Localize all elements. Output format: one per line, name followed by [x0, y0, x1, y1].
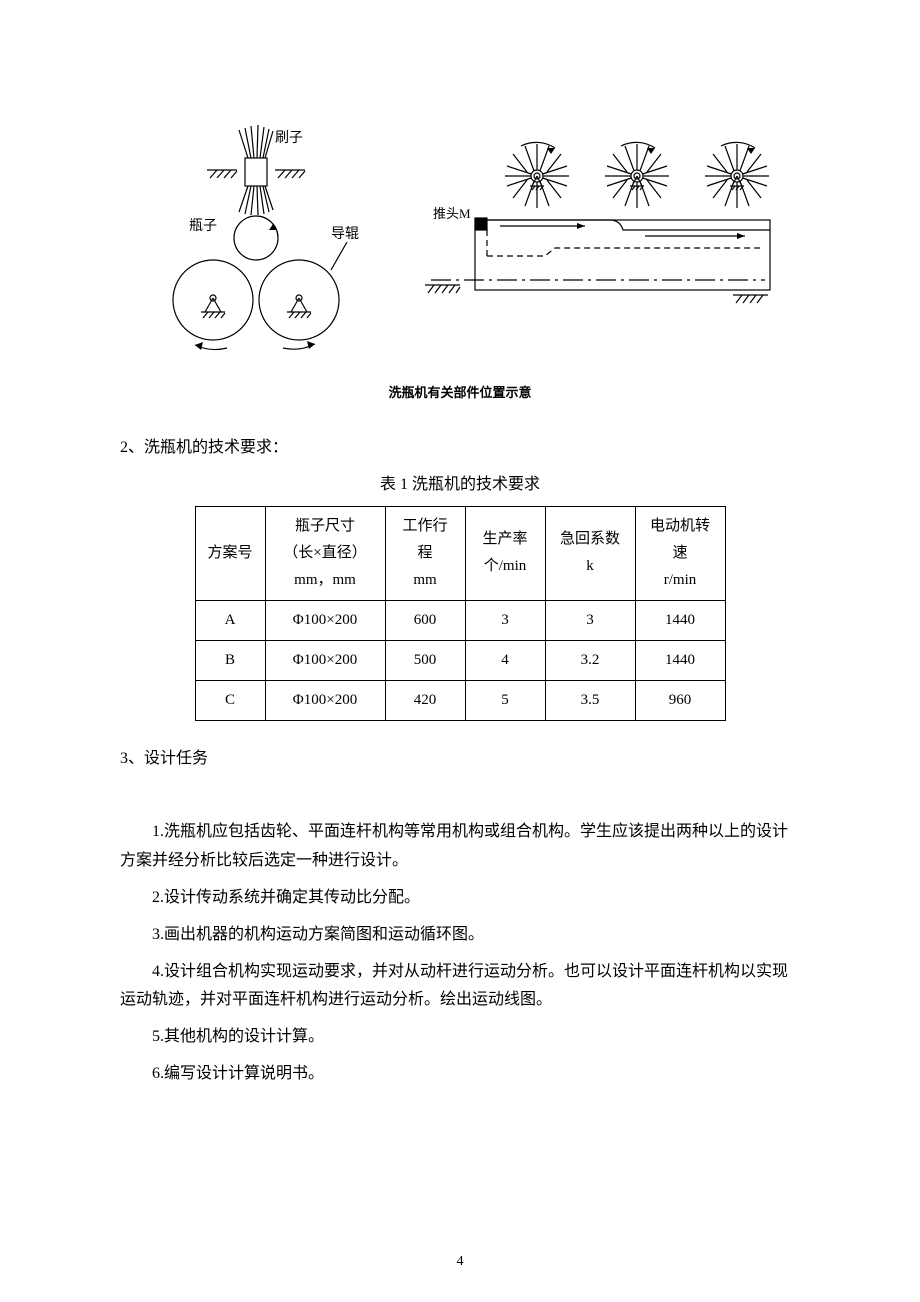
ground-left	[425, 285, 460, 293]
task-item: 3.画出机器的机构运动方案简图和运动循环图。	[120, 921, 800, 950]
cell-k: 3	[545, 600, 635, 640]
cell-size: Φ100×200	[265, 600, 385, 640]
table-row: AΦ100×200600331440	[195, 600, 725, 640]
th-motor: 电动机转 速 r/min	[635, 506, 725, 600]
task-item: 4.设计组合机构实现运动要求，并对从动杆进行运动分析。也可以设计平面连杆机构以实…	[120, 958, 800, 1016]
cell-stroke: 420	[385, 680, 465, 720]
pusher-block	[475, 218, 487, 230]
task-item: 2.设计传动系统并确定其传动比分配。	[120, 884, 800, 913]
table-caption: 表 1 洗瓶机的技术要求	[120, 471, 800, 500]
th-rate: 生产率 个/min	[465, 506, 545, 600]
task-item: 1.洗瓶机应包括齿轮、平面连杆机构等常用机构或组合机构。学生应该提出两种以上的设…	[120, 818, 800, 876]
pivot-right	[287, 295, 311, 318]
label-guide-roller: 导辊	[331, 226, 359, 242]
bottle-circle	[234, 216, 278, 260]
guide-roller-right	[259, 260, 339, 340]
cell-rate: 5	[465, 680, 545, 720]
label-bottle: 瓶子	[189, 218, 217, 234]
cell-rate: 4	[465, 640, 545, 680]
table-row: CΦ100×20042053.5960	[195, 680, 725, 720]
cell-motor: 1440	[635, 640, 725, 680]
hatch-support-left	[207, 170, 237, 178]
figure-left-diagram: 刷子 瓶子 导辊	[145, 120, 375, 371]
table-row: BΦ100×20050043.21440	[195, 640, 725, 680]
brush-2	[605, 142, 669, 208]
brush-1	[505, 142, 569, 208]
page-number: 4	[0, 1249, 920, 1274]
cell-stroke: 600	[385, 600, 465, 640]
figure-row: 刷子 瓶子 导辊	[120, 120, 800, 371]
spec-table: 方案号 瓶子尺寸 （长×直径） mm，mm 工作行 程 mm 生产率 个/min	[195, 506, 726, 721]
cell-size: Φ100×200	[265, 680, 385, 720]
task-item: 6.编写设计计算说明书。	[120, 1060, 800, 1089]
guide-roller-left	[173, 260, 253, 340]
cell-motor: 1440	[635, 600, 725, 640]
brush-bristles-down	[239, 186, 273, 215]
task-item: 5.其他机构的设计计算。	[120, 1023, 800, 1052]
cell-plan: B	[195, 640, 265, 680]
cell-motor: 960	[635, 680, 725, 720]
th-stroke: 工作行 程 mm	[385, 506, 465, 600]
section3-heading: 3、设计任务	[120, 745, 800, 774]
label-brush: 刷子	[275, 130, 303, 146]
task-list: 1.洗瓶机应包括齿轮、平面连杆机构等常用机构或组合机构。学生应该提出两种以上的设…	[120, 818, 800, 1088]
cell-stroke: 500	[385, 640, 465, 680]
brush-bristles-up	[239, 125, 273, 158]
th-plan: 方案号	[195, 506, 265, 600]
cell-plan: C	[195, 680, 265, 720]
cell-k: 3.5	[545, 680, 635, 720]
figure-right-diagram: 推头M	[415, 120, 775, 371]
cell-plan: A	[195, 600, 265, 640]
th-k: 急回系数 k	[545, 506, 635, 600]
label-pusher: 推头M	[433, 206, 471, 221]
brush-body	[245, 158, 267, 186]
cell-rate: 3	[465, 600, 545, 640]
cell-size: Φ100×200	[265, 640, 385, 680]
cell-k: 3.2	[545, 640, 635, 680]
ground-right	[733, 295, 768, 303]
figure-caption: 洗瓶机有关部件位置示意	[120, 381, 800, 404]
brush-3	[705, 142, 769, 208]
section2-heading: 2、洗瓶机的技术要求：	[120, 434, 800, 463]
hatch-support-right	[275, 170, 305, 178]
pivot-left	[201, 295, 225, 318]
th-size: 瓶子尺寸 （长×直径） mm，mm	[265, 506, 385, 600]
